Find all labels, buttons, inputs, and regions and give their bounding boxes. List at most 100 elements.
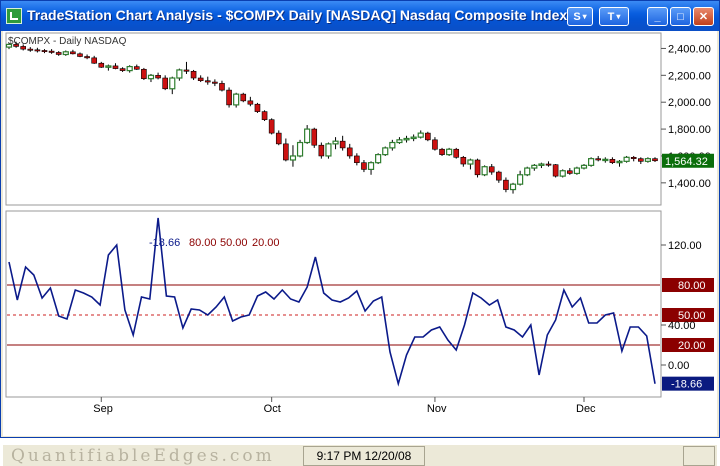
candle-body: [13, 44, 19, 47]
osc-axis-label: 0.00: [668, 360, 689, 372]
candle-body: [460, 157, 467, 165]
candle-body: [169, 77, 176, 90]
symbol-dropdown-button[interactable]: S ▾: [567, 7, 593, 26]
candle-body: [389, 141, 396, 149]
candle-body: [41, 50, 48, 52]
chart-canvas[interactable]: $COMPX - Daily NASDAQ 2,400.00 2,200.00 2,…: [3, 31, 717, 415]
tools-button-label: T: [607, 10, 615, 23]
candle-body: [524, 167, 531, 176]
candle-body: [346, 147, 353, 157]
candle-body: [98, 62, 105, 68]
candle-body: [517, 174, 524, 185]
osc-level-badge-label: 50.00: [678, 310, 706, 322]
candle-body: [304, 128, 311, 144]
candle-body: [616, 160, 623, 164]
candle-body: [84, 56, 90, 59]
candle-body: [638, 158, 644, 162]
osc-axis-label: 120.00: [668, 240, 702, 252]
candle-body: [588, 158, 595, 166]
candle-body: [467, 159, 474, 165]
candle-body: [119, 68, 126, 71]
candle-body: [126, 65, 133, 72]
candle-body: [481, 166, 488, 176]
candle-body: [240, 93, 247, 102]
candle-body: [488, 166, 495, 173]
x-axis-label: Oct: [264, 403, 281, 415]
osc-label-value: -18.66: [149, 237, 180, 249]
candle-body: [318, 144, 325, 157]
x-axis-label: Dec: [576, 403, 596, 415]
candle-body: [425, 132, 431, 141]
price-axis-label: 1,800.00: [668, 124, 711, 136]
symbol-button-label: S: [573, 10, 581, 23]
candle-body: [396, 139, 403, 144]
candle-body: [559, 170, 566, 177]
candle-body: [112, 65, 119, 69]
price-axis-label: 2,400.00: [668, 43, 711, 55]
candle-body: [623, 156, 630, 162]
candle-body: [197, 77, 204, 81]
candle-body: [233, 93, 240, 106]
status-time: 9:17 PM 12/20/08: [303, 446, 425, 466]
candle-body: [503, 179, 509, 190]
candle-body: [62, 51, 69, 56]
candle-body: [509, 183, 517, 191]
candle-body: [190, 70, 197, 79]
watermark: QuantifiableEdges.com: [11, 446, 275, 466]
candle-body: [573, 167, 581, 175]
osc-level-badge-label: 80.00: [678, 280, 706, 292]
osc-label-level-20: 20.00: [252, 237, 280, 249]
oscillator-series-line: [8, 217, 656, 387]
candle-body: [375, 154, 382, 164]
candle-body: [261, 111, 268, 120]
candle-body: [630, 157, 637, 159]
maximize-button[interactable]: □: [670, 7, 691, 26]
osc-level-badge: [662, 308, 714, 322]
candle-body: [446, 148, 453, 156]
candle-body: [354, 155, 360, 163]
candle-body: [91, 57, 97, 64]
candle-body: [367, 162, 375, 170]
tools-dropdown-button[interactable]: T ▾: [599, 7, 629, 26]
price-axis-label: 1,400.00: [668, 178, 711, 190]
candle-body: [474, 159, 481, 176]
minimize-button[interactable]: _: [647, 7, 668, 26]
candle-body: [361, 162, 367, 170]
candle-body: [538, 163, 545, 166]
last-osc-badge: [662, 376, 714, 391]
candle-body: [332, 140, 339, 145]
osc-label-level-80: 80.00: [189, 237, 217, 249]
candle-body: [77, 53, 83, 57]
candle-body: [226, 89, 232, 106]
close-button[interactable]: ✕: [693, 7, 714, 26]
candle-body: [55, 52, 62, 55]
candle-body: [311, 128, 318, 146]
window-title: TradeStation Chart Analysis - $COMPX Dai…: [27, 7, 568, 23]
candle-body: [289, 155, 297, 161]
x-axis-label: Nov: [427, 403, 447, 415]
candle-body: [410, 136, 417, 140]
candle-body: [325, 143, 332, 157]
osc-level-badge: [662, 338, 714, 352]
candle-body: [644, 158, 652, 162]
candle-body: [382, 147, 389, 156]
candle-body: [20, 46, 26, 50]
candle-body: [147, 74, 155, 80]
candle-body: [247, 100, 254, 105]
candle-body: [609, 159, 616, 163]
candle-body: [141, 68, 147, 79]
candle-body: [595, 158, 602, 161]
candle-body: [48, 50, 55, 53]
candle-body: [105, 65, 112, 68]
chart-area[interactable]: $COMPX - Daily NASDAQ 2,400.00 2,200.00 2,…: [3, 31, 717, 466]
candle-body: [552, 164, 559, 177]
candle-body: [70, 51, 76, 55]
x-axis-label: Sep: [93, 403, 113, 415]
status-pane: [683, 446, 715, 466]
candle-body: [417, 132, 424, 138]
candle-body: [133, 66, 140, 70]
title-bar[interactable]: TradeStation Chart Analysis - $COMPX Dai…: [1, 1, 719, 31]
candle-body: [176, 69, 183, 79]
oscillator-panel: [5, 210, 662, 398]
